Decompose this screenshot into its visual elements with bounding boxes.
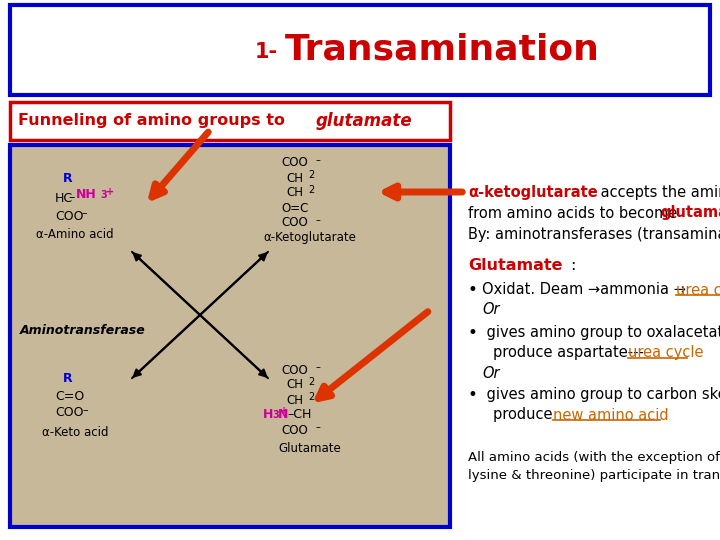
- Text: +: +: [280, 406, 288, 416]
- Text: 2: 2: [308, 377, 314, 387]
- Text: –: –: [82, 405, 88, 415]
- Text: –: –: [316, 422, 321, 432]
- Text: –: –: [316, 215, 321, 225]
- Text: •: •: [468, 324, 478, 342]
- Text: glutamate: glutamate: [316, 112, 413, 130]
- Text: •: •: [468, 281, 478, 299]
- Text: All amino acids (with the exception of: All amino acids (with the exception of: [468, 451, 720, 464]
- Text: α-Ketoglutarate: α-Ketoglutarate: [264, 232, 356, 245]
- Text: gives amino group to oxalacetate to: gives amino group to oxalacetate to: [482, 326, 720, 341]
- Bar: [10, 5, 710, 95]
- Text: R: R: [63, 172, 73, 185]
- Text: •: •: [468, 386, 478, 404]
- Text: COO: COO: [55, 407, 84, 420]
- Text: R: R: [63, 372, 73, 384]
- Text: :: :: [570, 258, 575, 273]
- Text: 1-: 1-: [255, 42, 278, 62]
- Text: urea cycle: urea cycle: [676, 282, 720, 298]
- Text: COO: COO: [282, 423, 308, 436]
- Text: α-ketoglutarate: α-ketoglutarate: [468, 185, 598, 199]
- Bar: [10, 145, 450, 527]
- Text: Oxidat. Deam →ammonia →: Oxidat. Deam →ammonia →: [482, 282, 690, 298]
- Text: NH: NH: [76, 188, 96, 201]
- Text: Or: Or: [482, 302, 500, 318]
- Text: COO: COO: [282, 217, 308, 230]
- Text: O=C: O=C: [282, 201, 309, 214]
- Text: Transamination: Transamination: [285, 33, 600, 67]
- Text: Glutamate: Glutamate: [468, 258, 562, 273]
- Text: urea cycle: urea cycle: [628, 346, 703, 361]
- Text: –: –: [81, 208, 86, 218]
- Text: gives amino group to carbon skeleton to: gives amino group to carbon skeleton to: [482, 388, 720, 402]
- Text: accepts the amino group: accepts the amino group: [596, 185, 720, 199]
- Text: α-Amino acid: α-Amino acid: [36, 228, 114, 241]
- Text: COO: COO: [55, 210, 84, 222]
- Text: 2: 2: [308, 392, 314, 402]
- Text: H: H: [263, 408, 274, 422]
- Text: lysine & threonine) participate in transamination: lysine & threonine) participate in trans…: [468, 469, 720, 483]
- Text: 3: 3: [272, 410, 279, 420]
- Text: Glutamate: Glutamate: [279, 442, 341, 455]
- Text: –: –: [68, 192, 74, 205]
- Text: produce aspartate---: produce aspartate---: [493, 346, 649, 361]
- Text: Funneling of amino groups to: Funneling of amino groups to: [18, 113, 291, 129]
- Bar: [10, 102, 450, 140]
- Text: 2: 2: [308, 185, 314, 195]
- Text: CH: CH: [287, 172, 304, 185]
- Text: Or: Or: [482, 366, 500, 381]
- Text: from amino acids to become: from amino acids to become: [468, 206, 682, 220]
- Text: N: N: [278, 408, 289, 422]
- Text: C=O: C=O: [55, 389, 84, 402]
- Text: α-Keto acid: α-Keto acid: [42, 426, 108, 438]
- Text: produce: produce: [493, 408, 557, 422]
- Text: –CH: –CH: [287, 408, 311, 422]
- Text: new amino acid: new amino acid: [553, 408, 669, 422]
- Text: HC: HC: [55, 192, 73, 205]
- Text: +: +: [106, 187, 114, 197]
- Text: COO: COO: [282, 363, 308, 376]
- Text: –: –: [316, 155, 321, 165]
- Text: –: –: [316, 362, 321, 372]
- Text: CH: CH: [287, 186, 304, 199]
- Text: By: aminotransferases (transaminases): By: aminotransferases (transaminases): [468, 226, 720, 241]
- Text: glutamate: glutamate: [660, 206, 720, 220]
- Text: CH: CH: [287, 379, 304, 392]
- Text: 2: 2: [308, 170, 314, 180]
- Text: Aminotransferase: Aminotransferase: [20, 323, 145, 336]
- Text: CH: CH: [287, 394, 304, 407]
- Text: COO: COO: [282, 157, 308, 170]
- Text: 3: 3: [100, 190, 107, 200]
